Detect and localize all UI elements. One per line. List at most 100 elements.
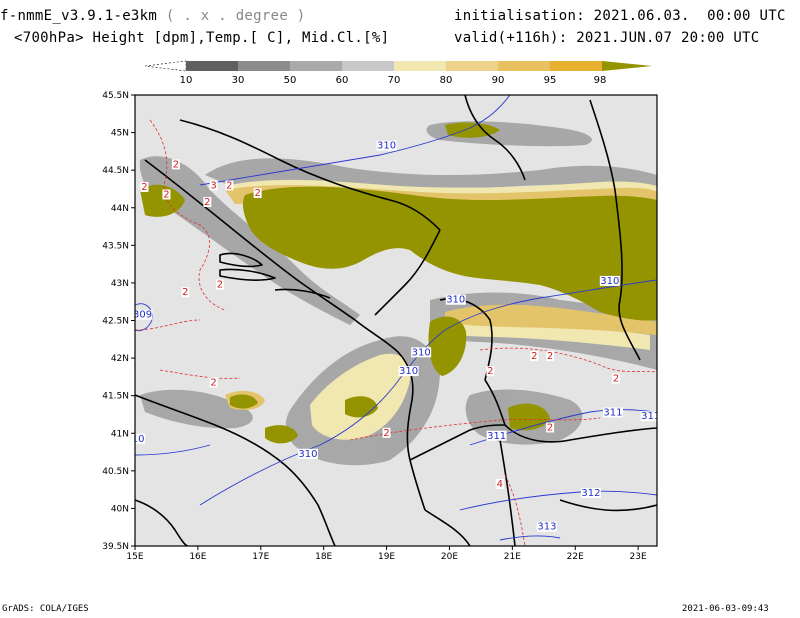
lat-tick-label: 44.5N (102, 166, 129, 176)
temp-contour-label: 2 (173, 159, 179, 170)
footer-timestamp: 2021-06-03-09:43 (682, 604, 769, 614)
height-contour-label-bg (135, 309, 153, 320)
lon-tick-label: 23E (630, 552, 647, 562)
colorbar: 10 30 50 60 70 80 90 95 98 (144, 60, 652, 86)
cloud-olive-main-band (242, 186, 657, 321)
height-contour-label: 310 (600, 276, 619, 287)
temp-contour-label-bg (382, 427, 391, 438)
lat-tick-label: 45.5N (102, 91, 129, 101)
colorbar-bin-80-90 (446, 61, 498, 71)
height-contour-label-bg (411, 347, 432, 358)
colorbar-label: 70 (388, 75, 401, 86)
lat-tick-label: 44N (111, 204, 129, 214)
height-contour-label: 311 (603, 407, 622, 418)
coastline-calabria (135, 499, 189, 546)
height-contour-310-north (199, 95, 511, 186)
lon-tick-label: 21E (504, 552, 521, 562)
field-description: <700hPa> Height [dpm],Temp.[ C], Mid.Cl.… (14, 30, 390, 46)
colorbar-label: 50 (284, 75, 297, 86)
island-peljesac (274, 288, 331, 299)
cloud-cover-field: 310 310 310 310 310 310 309 311 311 311 312 313 10 2… (133, 95, 660, 546)
temp-contour-label-bg (171, 159, 180, 170)
temp-contour-label-bg (546, 422, 555, 433)
lat-tick-label: 42.5N (102, 317, 129, 327)
temp-contour-label: 2 (182, 287, 188, 298)
temp-contour-label-bg (486, 366, 495, 377)
colorbar-bin-60-70 (342, 61, 394, 71)
lat-tick-label: 39.5N (102, 542, 129, 552)
height-contour-309 (135, 303, 153, 332)
cloud-fringe-puglia (140, 389, 253, 429)
colorbar-bin-30-50 (238, 61, 290, 71)
island-hvar (219, 252, 263, 268)
height-contour-label-bg (398, 366, 419, 377)
temp-contour-label: 2 (531, 351, 537, 362)
colorbar-bin-95-98 (550, 61, 602, 71)
height-contour-313 (499, 535, 561, 541)
border-north (464, 95, 526, 181)
temp-contour-label: 2 (487, 366, 493, 377)
temp-contour-label: 2 (141, 182, 147, 193)
colorbar-label: 60 (336, 75, 349, 86)
temp-contour-2-west (135, 319, 201, 331)
temp-contour-label-bg (546, 351, 555, 362)
lat-tick-label: 42N (111, 354, 129, 364)
colorbar-label: 90 (492, 75, 505, 86)
border-serbia-east (589, 99, 641, 361)
colorbar-bin-90-95 (498, 61, 550, 71)
initialisation-time: initialisation: 2021.06.03. 00:00 UTC (454, 8, 786, 24)
colorbar-label: 10 (180, 75, 193, 86)
height-contour-label-bg (486, 430, 507, 441)
lat-tick-label: 40N (111, 504, 129, 514)
height-contour-label: 310 (298, 449, 317, 460)
model-name: f-nmmE_v3.9.1-e3km (0, 8, 158, 24)
height-contour-label: 310 (412, 347, 431, 358)
cloud-olive-puglia (230, 394, 258, 409)
lon-tick-label: 18E (315, 552, 332, 562)
temp-contour-4 (504, 474, 526, 546)
temp-contour-label-bg (495, 478, 504, 489)
temp-contour-label: 2 (547, 351, 553, 362)
island-korcula (219, 268, 276, 281)
border-macedonia (484, 379, 657, 443)
height-contour-label: 310 (446, 295, 465, 306)
temp-contour-label: 2 (613, 374, 619, 385)
temp-contour-label-bg (203, 196, 212, 207)
height-contour-label: 313 (537, 522, 556, 533)
border-serbia-bosnia (374, 229, 441, 316)
lon-tick-label: 20E (441, 552, 458, 562)
height-contour-label: 312 (581, 488, 600, 499)
height-contour-label: 310 (377, 141, 396, 152)
temp-contour-label: 3 (210, 180, 216, 191)
coastline-greece-west (424, 509, 471, 546)
temp-contour-label-bg (215, 279, 224, 290)
coastline-italy (135, 394, 336, 546)
cloud-tan-east (445, 304, 657, 335)
projection-label: ( . x . degree ) (165, 8, 306, 24)
temp-contour-label: 2 (383, 428, 389, 439)
colorbar-label: 98 (594, 75, 607, 86)
lon-tick-label: 15E (126, 552, 143, 562)
height-contour-label-bg (602, 407, 623, 418)
temp-contour-label: 2 (204, 197, 210, 208)
height-contour-label-bg (135, 433, 146, 444)
lat-tick-label: 45N (111, 129, 129, 139)
height-contour-label-bg (297, 448, 318, 459)
colorbar-left-arrow (144, 60, 187, 72)
height-contour-label: 311 (641, 411, 660, 422)
border-bosnia-croatia (179, 119, 441, 231)
height-contour-left (135, 444, 211, 456)
colorbar-bin-50-60 (290, 61, 342, 71)
temp-contour-label: 2 (226, 180, 232, 191)
colorbar-label: 80 (440, 75, 453, 86)
lon-tick-label: 16E (189, 552, 206, 562)
colorbar-bin-70-80 (394, 61, 446, 71)
height-contour-label: 309 (133, 310, 152, 321)
lat-tick-label: 43N (111, 279, 129, 289)
height-contour-label-bg (599, 275, 620, 286)
coastline-aegean (559, 499, 657, 512)
height-contour-label: 311 (487, 431, 506, 442)
temp-contour-label-bg (209, 180, 218, 191)
height-contour-312 (459, 490, 657, 511)
